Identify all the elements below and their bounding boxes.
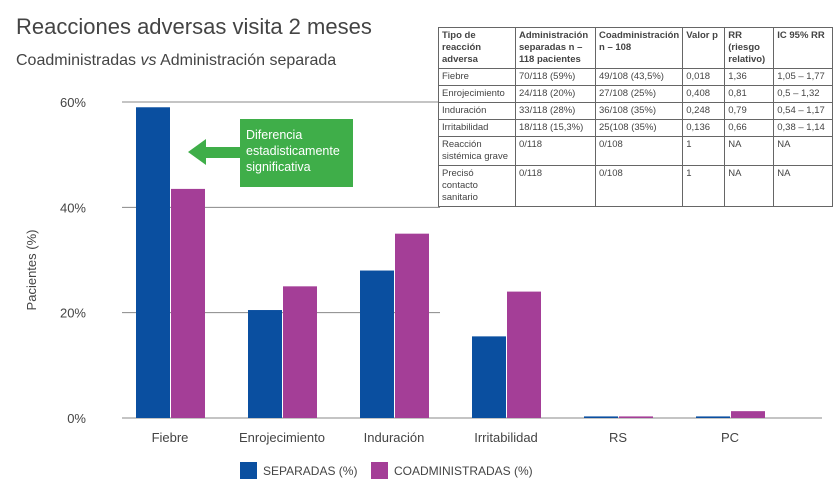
- bar-separadas: [136, 107, 170, 419]
- table-cell: 18/118 (15,3%): [515, 119, 596, 137]
- legend-swatch: [371, 462, 388, 479]
- bar-separadas: [360, 270, 394, 418]
- table-cell: NA: [773, 165, 834, 207]
- subtitle-part: Administración separada: [156, 52, 337, 69]
- table-header: Tipo de reacción adversa: [438, 27, 516, 69]
- bar-coadministradas: [395, 233, 429, 418]
- table-cell: 1,05 – 1,77: [773, 68, 834, 86]
- table-cell: Fiebre: [438, 68, 516, 86]
- bar-coadministradas: [171, 188, 205, 418]
- subtitle-part: Coadministradas: [16, 52, 141, 69]
- bar-coadministradas: [619, 416, 653, 418]
- table-cell: 0/118: [515, 165, 596, 207]
- table-header: RR (riesgo relativo): [724, 27, 775, 69]
- table-cell: 0,54 – 1,17: [773, 102, 834, 120]
- table-cell: Enrojecimiento: [438, 85, 516, 103]
- table-cell: 49/108 (43,5%): [594, 68, 684, 86]
- left-arrow-icon: [188, 139, 240, 165]
- y-tick-label: 20%: [60, 306, 86, 321]
- table-cell: NA: [773, 136, 834, 166]
- x-tick-label: RS: [609, 430, 627, 445]
- table-cell: 0,018: [682, 68, 726, 86]
- table-cell: NA: [724, 165, 775, 207]
- bar-coadministradas: [507, 291, 541, 418]
- table-row: Enrojecimiento 24/118 (20%) 27/108 (25%) 0,…: [438, 85, 834, 103]
- table-cell: 70/118 (59%): [515, 68, 596, 86]
- y-tick-label: 40%: [60, 200, 86, 215]
- table-header: IC 95% RR: [773, 27, 834, 69]
- table-cell: 1: [682, 136, 726, 166]
- table-cell: 0/108: [594, 165, 684, 207]
- table-row: Reacción sistémica grave 0/118 0/108 1 NA NA: [438, 136, 834, 166]
- table-header: Coadministración n – 108: [594, 27, 684, 69]
- table-row: Fiebre 70/118 (59%) 49/108 (43,5%) 0,018 1,3…: [438, 68, 834, 86]
- subtitle-vs: vs: [140, 52, 157, 69]
- bar-coadministradas: [731, 411, 765, 418]
- table-cell: Reacción sistémica grave: [438, 136, 516, 166]
- legend-item-separadas: SEPARADAS (%): [240, 462, 357, 479]
- table-header: Administración separadas n – 118 pacient…: [515, 27, 596, 69]
- table-row: Irritabilidad 18/118 (15,3%) 25(108 (35%) 0…: [438, 119, 834, 137]
- legend-label: COADMINISTRADAS (%): [394, 463, 533, 478]
- table-header: Valor p: [682, 27, 726, 69]
- bar-separadas: [696, 416, 730, 418]
- table-cell: 36/108 (35%): [594, 102, 684, 120]
- table-cell: 1: [682, 165, 726, 207]
- table-cell: 0/118: [515, 136, 596, 166]
- table-cell: 27/108 (25%): [594, 85, 684, 103]
- table-cell: 1,36: [724, 68, 775, 86]
- x-tick-label: Induración: [364, 430, 425, 445]
- table-row: Induración 33/118 (28%) 36/108 (35%) 0,248 0…: [438, 102, 834, 120]
- table-cell: 0,66: [724, 119, 775, 137]
- bar-separadas: [584, 416, 618, 418]
- table-cell: 0,79: [724, 102, 775, 120]
- x-tick-label: Enrojecimiento: [239, 430, 325, 445]
- table-cell: 0,38 – 1,14: [773, 119, 834, 137]
- table-cell: 0,136: [682, 119, 726, 137]
- table-row: Precisó contacto sanitario 0/118 0/108 1 NA N…: [438, 165, 834, 207]
- y-axis-label: Pacientes (%): [24, 230, 39, 311]
- legend-swatch: [240, 462, 257, 479]
- bar-separadas: [248, 310, 282, 418]
- x-tick-label: Irritabilidad: [474, 430, 538, 445]
- y-tick-label: 60%: [60, 95, 86, 110]
- table-cell: 0,5 – 1,32: [773, 85, 834, 103]
- bar-separadas: [472, 336, 506, 418]
- results-table: Tipo de reacción adversa Administración s…: [438, 27, 834, 207]
- table-cell: 0,248: [682, 102, 726, 120]
- chart-title: Reacciones adversas visita 2 meses: [16, 14, 372, 39]
- table-cell: 0,81: [724, 85, 775, 103]
- table-cell: 33/118 (28%): [515, 102, 596, 120]
- table-cell: 0/108: [594, 136, 684, 166]
- table-cell: Irritabilidad: [438, 119, 516, 137]
- x-tick-label: PC: [721, 430, 739, 445]
- legend-item-coadministradas: COADMINISTRADAS (%): [371, 462, 533, 479]
- table-cell: 0,408: [682, 85, 726, 103]
- table-cell: 24/118 (20%): [515, 85, 596, 103]
- y-tick-label: 0%: [67, 411, 86, 426]
- table-cell: Precisó contacto sanitario: [438, 165, 516, 207]
- table-cell: Induración: [438, 102, 516, 120]
- legend-label: SEPARADAS (%): [263, 463, 358, 478]
- x-tick-label: Fiebre: [152, 430, 189, 445]
- table-cell: 25(108 (35%): [594, 119, 684, 137]
- chart-subtitle: Coadministradas vs Administración separa…: [16, 52, 336, 70]
- table-cell: NA: [724, 136, 775, 166]
- bar-coadministradas: [283, 286, 317, 418]
- table-header-row: Tipo de reacción adversa Administración s…: [438, 27, 834, 69]
- significance-callout: Diferencia estadisticamente significativ…: [240, 119, 353, 187]
